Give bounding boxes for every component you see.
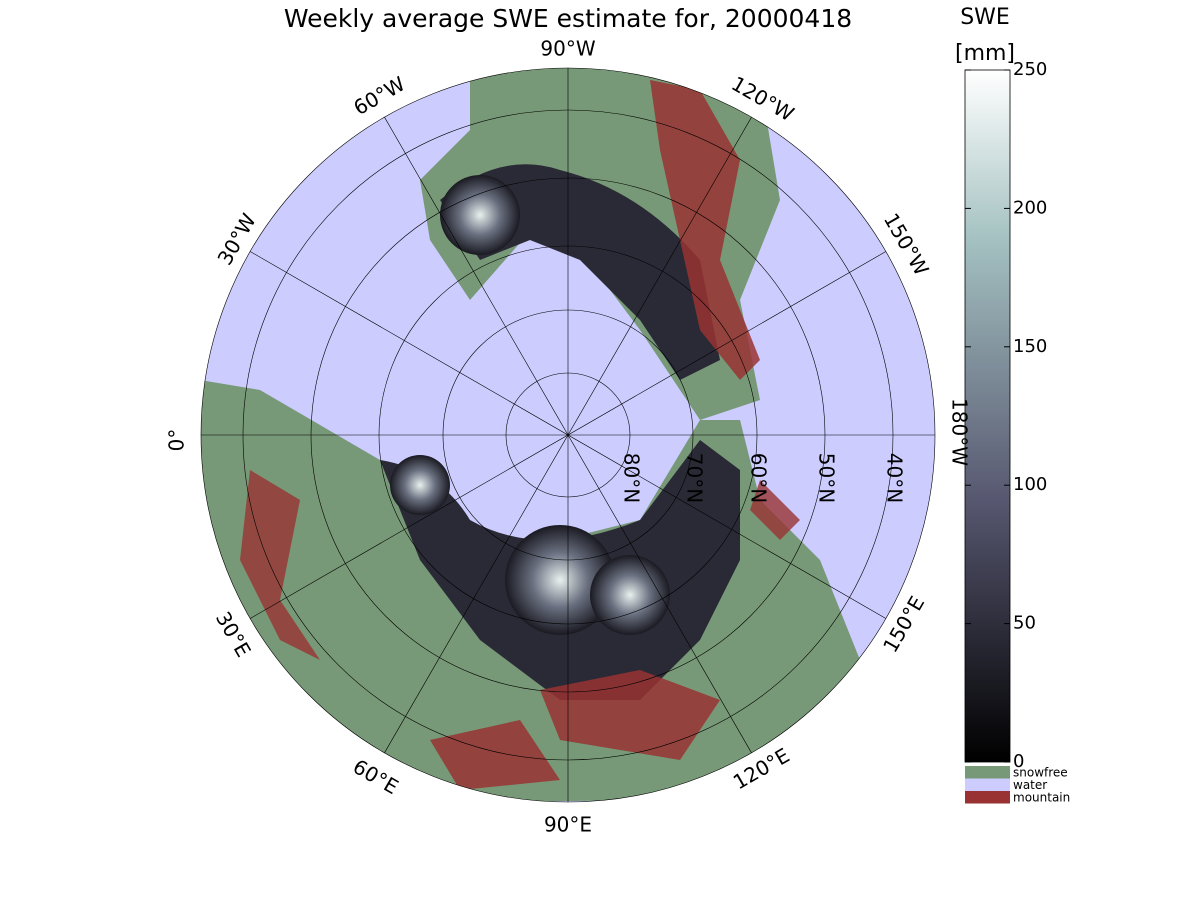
colorbar-tick-label: 200 xyxy=(1013,197,1047,218)
europe-mountains xyxy=(240,470,320,660)
colorbar-unit: [mm] xyxy=(955,41,1015,66)
colorbar-tick-label: 50 xyxy=(1013,613,1036,634)
meridian xyxy=(250,251,886,619)
colorbar-tick-label: 0 xyxy=(1013,751,1024,772)
legend-swatch xyxy=(965,778,1010,791)
legend-label: snowfree xyxy=(1013,766,1068,780)
legend-label: mountain xyxy=(1013,791,1070,805)
latitude-label: 80°N xyxy=(620,453,644,503)
kamchatka xyxy=(750,480,800,540)
himalaya xyxy=(430,720,560,790)
legend-swatch xyxy=(965,766,1010,779)
eurasia-snow-peak xyxy=(590,555,670,635)
legend-label: water xyxy=(1013,778,1047,792)
eurasia-snow-peak xyxy=(390,455,450,515)
longitude-label: 0° xyxy=(165,429,189,452)
graticule xyxy=(200,67,936,803)
eurasia-snow-peak xyxy=(505,525,615,635)
colorbar-tick-label: 250 xyxy=(1013,59,1047,80)
longitude-label: 60°E xyxy=(349,754,403,799)
latitude-label: 70°N xyxy=(683,453,707,503)
colorbar-tick-label: 150 xyxy=(1013,336,1047,357)
colorbar-tick-label: 100 xyxy=(1013,474,1047,495)
legend-swatch xyxy=(965,791,1010,804)
latitude-label: 40°N xyxy=(883,453,907,503)
latitude-label: 60°N xyxy=(747,453,771,503)
latitude-label: 50°N xyxy=(815,453,839,503)
rockies xyxy=(650,80,760,380)
longitude-label: 180°W xyxy=(948,398,972,466)
colorbar xyxy=(964,69,1011,763)
map-title: Weekly average SWE estimate for, 2000041… xyxy=(284,4,852,33)
central-asia-mountains xyxy=(540,670,720,760)
colorbar-title: SWE xyxy=(960,5,1010,30)
longitude-label: 90°W xyxy=(540,37,595,61)
longitude-label: 90°E xyxy=(544,813,592,837)
na-snow-peak xyxy=(440,175,520,255)
